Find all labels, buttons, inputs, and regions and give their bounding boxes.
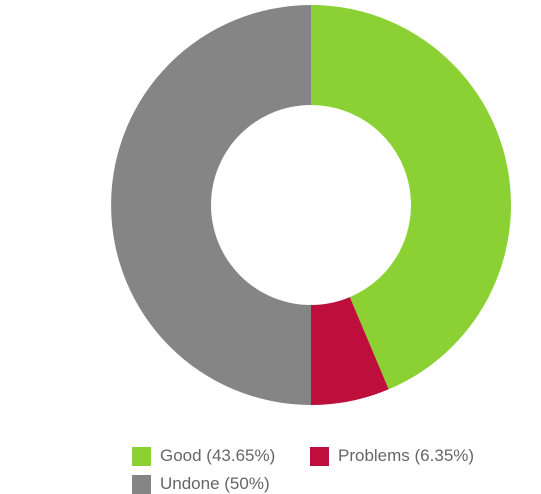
chart-legend: Good (43.65%) Problems (6.35%) Undone (5… (132, 446, 532, 494)
slice-undone[interactable] (111, 5, 312, 405)
legend-swatch-good (132, 446, 151, 466)
legend-swatch-undone (132, 474, 151, 494)
legend-item-good[interactable]: Good (43.65%) (132, 446, 275, 466)
slice-problems[interactable] (311, 297, 389, 405)
donut-chart (111, 5, 512, 405)
legend-label-problems: Problems (6.35%) (338, 446, 475, 465)
donut-slices (111, 5, 512, 405)
legend-label-good: Good (43.65%) (160, 446, 276, 465)
legend-swatch-problems (310, 446, 329, 466)
legend-item-undone[interactable]: Undone (50%) (132, 474, 270, 494)
legend-item-problems[interactable]: Problems (6.35%) (310, 446, 474, 466)
legend-label-undone: Undone (50%) (160, 474, 270, 493)
slice-good[interactable] (311, 5, 512, 390)
